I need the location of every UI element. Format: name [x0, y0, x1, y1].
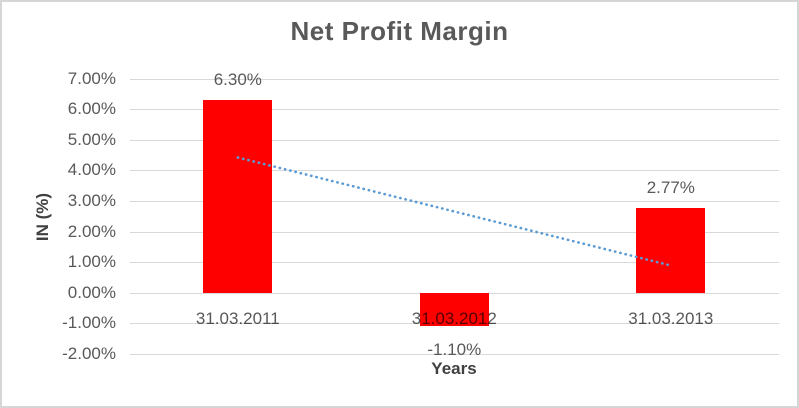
gridline [129, 139, 779, 141]
y-tick-label: 6.00% [67, 99, 116, 119]
y-tick-label: 2.00% [67, 221, 116, 241]
data-label: 2.77% [646, 178, 695, 197]
bar-31.03.2011[interactable] [203, 99, 273, 293]
category-label: 31.03.2013 [628, 308, 714, 328]
y-tick-label: -2.00% [62, 344, 116, 363]
y-tick-label: 5.00% [67, 129, 116, 149]
category-label: 31.03.2012 [411, 308, 497, 328]
y-tick-label: -1.00% [62, 313, 116, 333]
gridline [129, 78, 779, 80]
data-label: 6.30% [213, 69, 262, 89]
chart-title: Net Profit Margin [290, 16, 509, 46]
category-label: 31.03.2011 [195, 308, 280, 328]
y-tick-label: 3.00% [67, 190, 116, 210]
bar-31.03.2012[interactable] [419, 292, 489, 327]
y-tick-label: 0.00% [67, 282, 116, 302]
x-axis-title: Years [431, 359, 477, 378]
data-label: -1.10% [427, 340, 482, 360]
y-tick-label: 1.00% [67, 252, 116, 272]
bar-31.03.2013[interactable] [636, 208, 706, 293]
gridline [129, 109, 779, 111]
gridline [129, 354, 779, 355]
y-tick-label: 7.00% [67, 68, 116, 88]
y-tick-label: 4.00% [67, 160, 116, 180]
y-axis-title: IN (%) [33, 192, 52, 242]
